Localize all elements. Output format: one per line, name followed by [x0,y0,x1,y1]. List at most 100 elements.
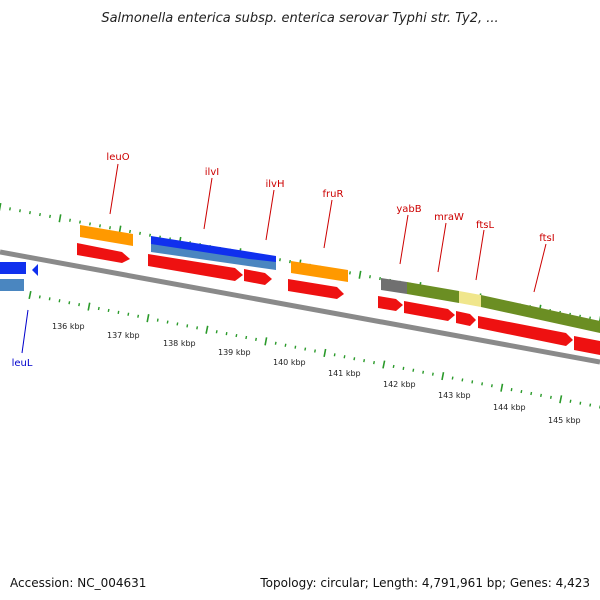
tick-mark [373,360,375,365]
ftsI-cds-arrow [478,316,573,346]
yabB-leader [399,214,409,265]
scale-label-139: 139 kbp [218,348,251,357]
tick-mark [379,276,381,281]
tick-mark [48,297,51,301]
scale-label-140: 140 kbp [273,358,306,367]
tick-mark [279,258,281,262]
tick-mark [196,326,199,330]
tick-mark [461,378,464,382]
tick-mark [549,395,552,399]
tick-mark [38,295,41,299]
genome-backbone [0,249,600,365]
tick-mark [99,224,101,228]
ilvI-cds-arrow [148,254,243,281]
scale-label-143: 143 kbp [438,391,471,400]
tick-mark [9,207,11,211]
gene-label-ilvH: ilvH [266,179,285,190]
tick-mark [107,308,110,313]
tick-mark [402,366,405,371]
tick-mark [127,312,130,316]
mraW-leader [437,222,447,273]
ftsI-olive-bar [481,295,600,333]
tick-mark [441,372,445,381]
ilvH-cds-arrow [244,269,272,285]
tick-mark [89,222,91,226]
tick-mark [323,348,327,358]
leuL-reverse-arrow [32,264,38,276]
tick-mark [205,325,209,334]
tick-mark [500,383,504,392]
tick-mark [559,395,563,404]
tick-mark [349,271,351,275]
tick-mark [149,233,151,237]
tick-mark [58,299,61,303]
tick-mark [225,331,228,336]
tick-mark [176,322,179,326]
tick-mark [274,341,277,345]
tick-mark [481,382,484,386]
tick-mark [166,320,169,324]
tick-mark [69,218,71,222]
tick-mark [569,399,572,403]
yabB-gray-bar [381,278,407,294]
tick-mark [530,391,533,396]
scale-label-141: 141 kbp [328,369,361,378]
leuO-cds-arrow [77,243,130,263]
mraW-cds-arrow [404,301,455,321]
tick-mark [49,214,51,219]
tick-mark [289,259,291,264]
leuO-leader [109,163,119,215]
ilvH-steel-bar [151,244,276,270]
gene-label-leuL: leuL [12,358,33,369]
ftsL-leader [475,229,485,281]
ftsI-leader [533,243,547,293]
tick-mark [139,231,141,235]
gene-label-ftsL: ftsL [476,220,494,231]
ftsL-cds-arrow [456,311,476,326]
tick-mark [304,347,307,351]
tick-mark [333,353,336,357]
tick-mark [186,324,189,328]
leuO-orange-bar [80,225,133,246]
tick-mark [245,335,248,340]
tick-mark [68,301,71,305]
footer-topology: Topology: circular; Length: 4,791,961 bp… [260,576,590,590]
tick-mark [471,380,474,384]
tick-mark [87,302,91,311]
ftsL-khaki-bar [459,291,481,307]
tick-mark [382,360,386,369]
tick-mark [137,314,140,318]
footer-accession: Accession: NC_004631 [10,576,147,590]
tick-mark [97,306,100,311]
fruR-cds-arrow [288,279,344,299]
tick-mark [314,349,316,353]
gene-label-fruR: fruR [323,189,344,200]
scale-label-136: 136 kbp [52,322,85,331]
tick-mark [39,212,41,217]
tick-mark [490,384,493,388]
gene-label-mraW: mraW [434,212,464,223]
tick-mark [215,330,218,334]
tick-mark [422,370,425,374]
scale-label-142: 142 kbp [383,380,416,389]
tick-mark [510,387,513,392]
yabB-cds-arrow [378,296,403,311]
lower-tick-ring [28,290,600,409]
ilvI-leader [203,177,213,230]
scale-label-138: 138 kbp [163,339,196,348]
scale-label-145: 145 kbp [548,416,581,425]
tick-mark [451,376,454,380]
leuL-steel-bar [0,279,24,291]
tick-mark [0,202,2,212]
tick-mark [369,275,371,279]
tick-mark [358,270,362,279]
tick-mark [284,343,287,347]
tick-mark [29,211,31,215]
tick-mark [19,209,21,213]
tick-mark [520,389,523,394]
tick-mark [117,310,120,315]
tick-mark [264,337,268,346]
tick-mark [392,364,395,369]
map-title: Salmonella enterica subsp. enterica sero… [101,11,498,26]
